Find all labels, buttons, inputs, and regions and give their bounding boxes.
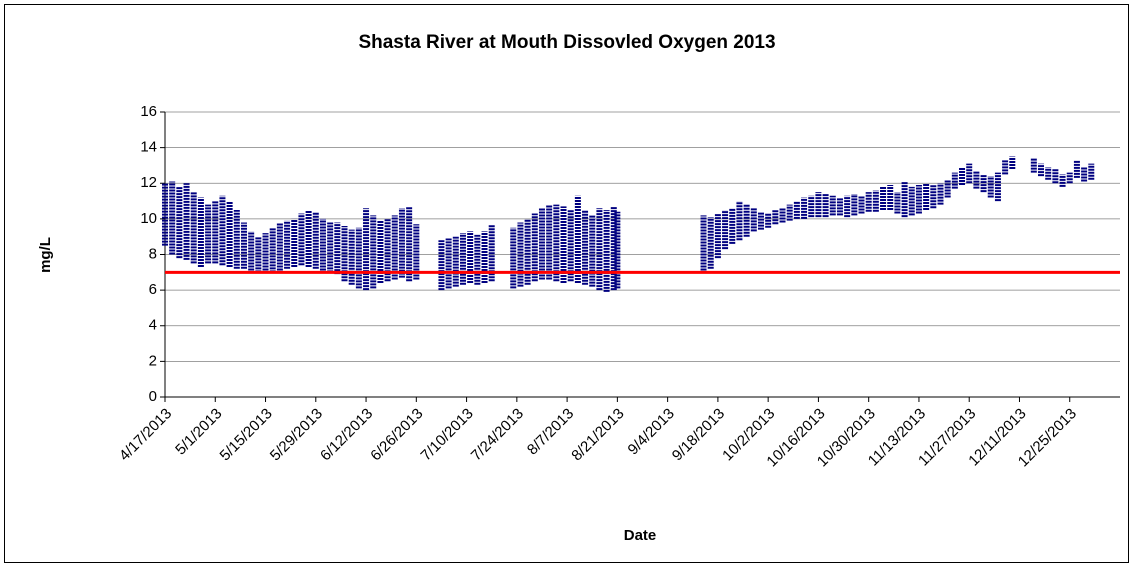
y-tick-label: 8 bbox=[149, 245, 157, 262]
x-axis-label: Date bbox=[624, 527, 657, 544]
chart-frame bbox=[4, 4, 1129, 563]
y-tick-label: 2 bbox=[149, 352, 157, 369]
chart-title: Shasta River at Mouth Dissovled Oxygen 2… bbox=[358, 32, 775, 53]
y-tick-label: 16 bbox=[140, 103, 157, 120]
y-tick-label: 0 bbox=[149, 388, 157, 405]
y-tick-label: 10 bbox=[140, 210, 157, 227]
y-tick-label: 14 bbox=[140, 139, 157, 156]
y-tick-label: 12 bbox=[140, 174, 157, 191]
y-axis-label: mg/L bbox=[37, 237, 54, 273]
y-tick-label: 6 bbox=[149, 281, 157, 298]
y-tick-label: 4 bbox=[149, 317, 157, 334]
